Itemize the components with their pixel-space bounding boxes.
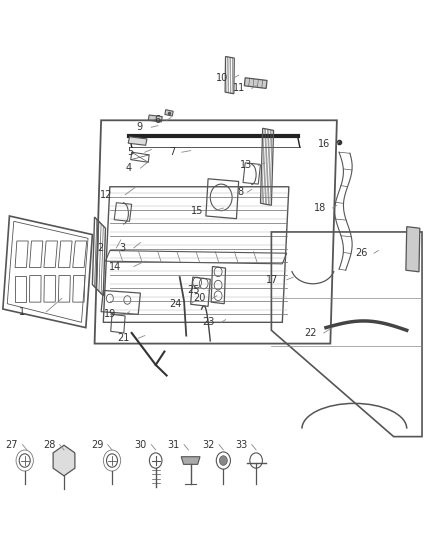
Text: 30: 30	[135, 440, 147, 450]
Text: 3: 3	[119, 243, 125, 253]
Text: 16: 16	[318, 139, 330, 149]
Text: 20: 20	[194, 293, 206, 303]
Polygon shape	[53, 445, 75, 476]
Text: 8: 8	[237, 187, 243, 197]
Circle shape	[219, 456, 227, 465]
Text: 32: 32	[202, 440, 215, 450]
Text: 26: 26	[355, 248, 367, 258]
Text: 11: 11	[233, 83, 245, 93]
Text: 28: 28	[43, 440, 55, 450]
Text: 31: 31	[167, 440, 180, 450]
Text: 22: 22	[305, 328, 317, 338]
Polygon shape	[148, 115, 162, 122]
Polygon shape	[165, 110, 173, 116]
Text: 13: 13	[240, 160, 252, 171]
Text: 9: 9	[137, 122, 143, 132]
Text: 12: 12	[100, 190, 112, 200]
Text: 18: 18	[314, 203, 326, 213]
Text: 24: 24	[170, 298, 182, 309]
Polygon shape	[128, 137, 147, 146]
Polygon shape	[181, 457, 200, 464]
Text: 6: 6	[154, 115, 160, 125]
Polygon shape	[406, 227, 420, 272]
Text: 17: 17	[265, 275, 278, 285]
Text: 19: 19	[104, 309, 117, 319]
Polygon shape	[244, 78, 267, 88]
Text: 14: 14	[109, 262, 121, 271]
Text: 21: 21	[117, 333, 130, 343]
Text: 15: 15	[191, 206, 204, 216]
Text: 2: 2	[97, 243, 103, 253]
Text: 7: 7	[169, 147, 175, 157]
Text: 33: 33	[235, 440, 247, 450]
Text: 29: 29	[91, 440, 103, 450]
Text: 4: 4	[126, 163, 132, 173]
Text: 25: 25	[187, 286, 199, 295]
Text: 1: 1	[18, 306, 25, 317]
Text: 23: 23	[202, 317, 215, 327]
Text: 10: 10	[215, 73, 228, 83]
Text: 27: 27	[6, 440, 18, 450]
Text: 5: 5	[127, 147, 134, 157]
